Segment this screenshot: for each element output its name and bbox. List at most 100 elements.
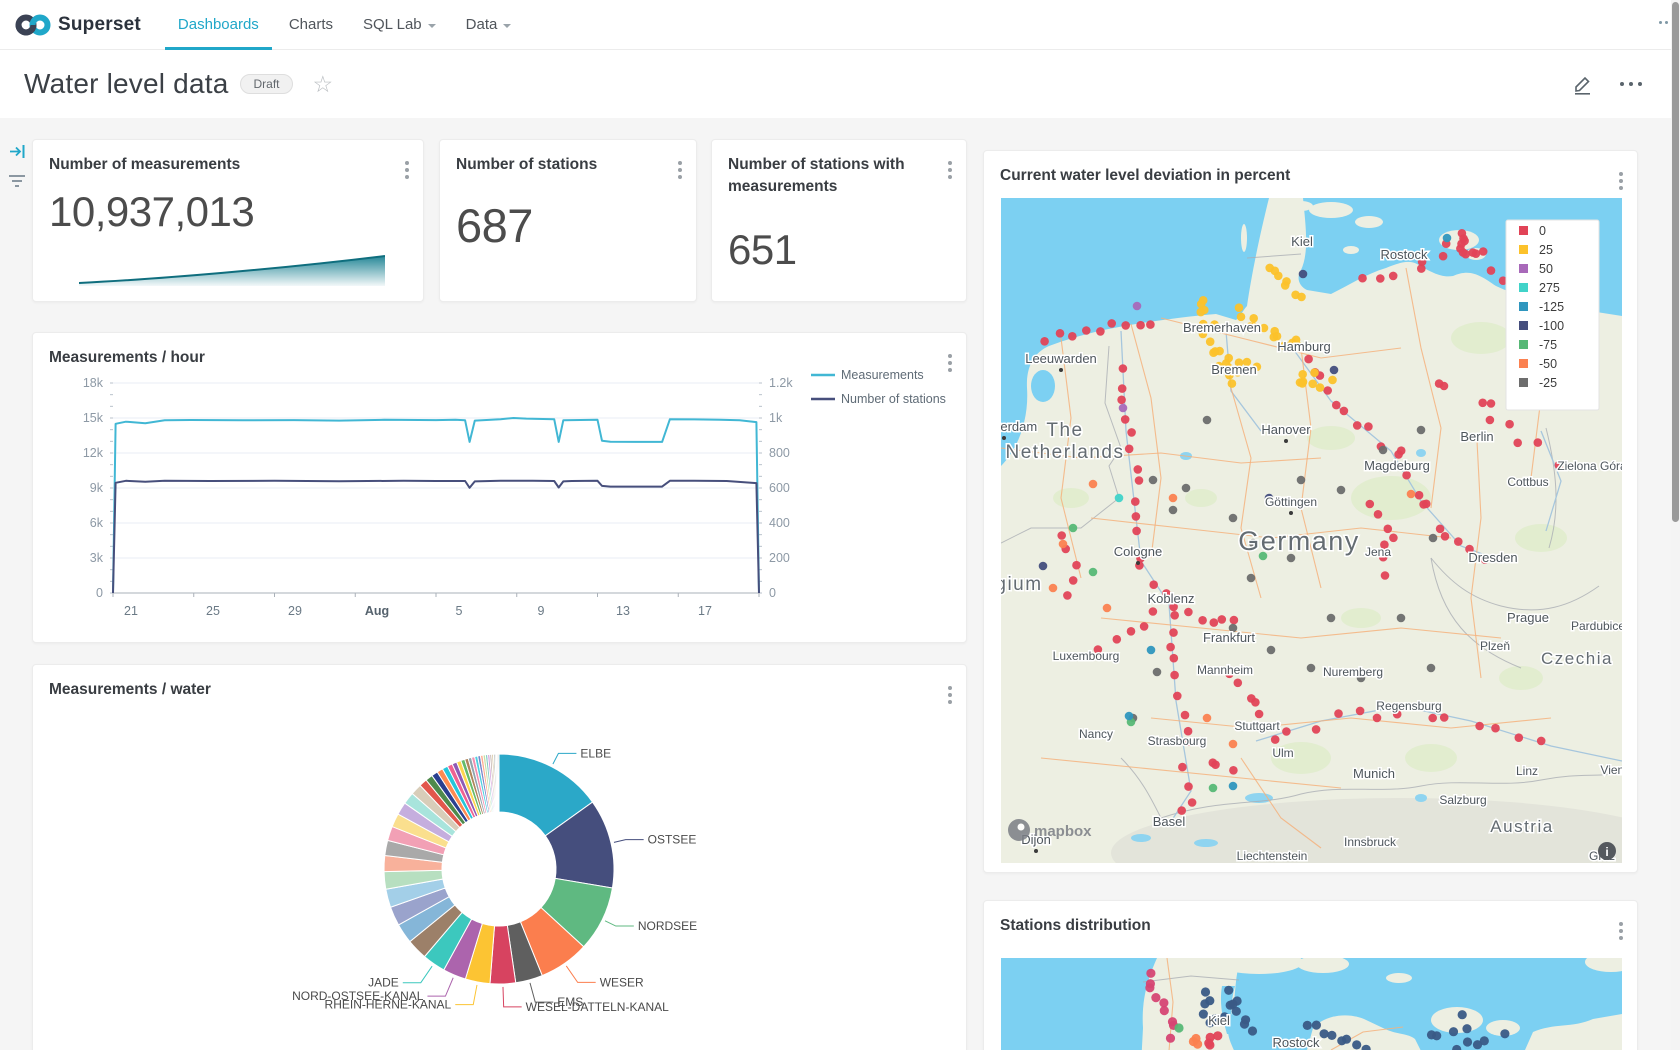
svg-text:Amsterdam: Amsterdam — [1001, 419, 1037, 434]
svg-text:Liechtenstein: Liechtenstein — [1237, 849, 1308, 863]
svg-text:17: 17 — [698, 604, 712, 618]
scrollbar-track[interactable] — [1671, 0, 1680, 1050]
svg-text:0: 0 — [1539, 224, 1546, 238]
svg-text:Kiel: Kiel — [1291, 234, 1313, 249]
svg-text:Koblenz: Koblenz — [1148, 591, 1195, 606]
svg-text:Göttingen: Göttingen — [1265, 495, 1317, 509]
scrollbar-thumb[interactable] — [1672, 2, 1679, 522]
svg-text:29: 29 — [288, 604, 302, 618]
filter-icon[interactable] — [8, 174, 26, 193]
nav-sql-lab[interactable]: SQL Lab — [348, 0, 451, 50]
card-title: Number of stations — [456, 156, 598, 173]
main-menu: Dashboards Charts SQL Lab Data — [163, 0, 526, 50]
svg-text:Austria: Austria — [1490, 817, 1553, 836]
water-level-map-card: Current water level deviation in percent… — [983, 150, 1638, 873]
svg-text:NORDSEE: NORDSEE — [638, 919, 697, 933]
card-menu-button[interactable] — [1617, 167, 1625, 195]
svg-text:Linz: Linz — [1516, 764, 1538, 778]
svg-text:13: 13 — [616, 604, 630, 618]
nav-dashboards[interactable]: Dashboards — [163, 0, 274, 50]
svg-text:WESER: WESER — [600, 975, 644, 989]
brand-name: Superset — [58, 13, 141, 35]
svg-text:Nuremberg: Nuremberg — [1323, 665, 1383, 679]
svg-text:800: 800 — [769, 446, 790, 460]
svg-text:Zielona Góra: Zielona Góra — [1557, 459, 1622, 473]
card-menu-button[interactable] — [946, 681, 954, 709]
nav-charts[interactable]: Charts — [288, 16, 333, 33]
svg-text:Frankfurt: Frankfurt — [1203, 630, 1255, 645]
map-legend: 0 25 50 275 -125 -100 -75 -50 -25 — [1505, 219, 1600, 411]
svg-text:Regensburg: Regensburg — [1376, 699, 1441, 713]
svg-text:Czechia: Czechia — [1541, 649, 1613, 668]
svg-text:0: 0 — [96, 586, 103, 600]
card-menu-button[interactable] — [946, 349, 954, 377]
dashboard-header: Water level data Draft ☆ — [0, 50, 1680, 118]
mapbox-attribution: mapbox — [1008, 819, 1092, 841]
svg-text:9: 9 — [538, 604, 545, 618]
nav-data[interactable]: Data — [451, 0, 527, 50]
svg-text:Nancy: Nancy — [1079, 727, 1113, 741]
kpi-value: 10,937,013 — [49, 188, 255, 235]
svg-text:Munich: Munich — [1353, 766, 1395, 781]
svg-text:-25: -25 — [1539, 376, 1557, 390]
svg-text:400: 400 — [769, 516, 790, 530]
svg-text:3k: 3k — [90, 551, 104, 565]
svg-text:Ulm: Ulm — [1272, 746, 1293, 760]
card-menu-button[interactable] — [946, 156, 954, 184]
svg-text:0: 0 — [769, 586, 776, 600]
card-menu-button[interactable] — [403, 156, 411, 184]
card-title: Stations distribution — [1000, 917, 1151, 934]
card-title: Measurements / hour — [49, 349, 205, 366]
dashboard-menu-button[interactable] — [1620, 82, 1642, 86]
chevron-down-icon — [503, 23, 512, 28]
svg-text:5: 5 — [456, 604, 463, 618]
svg-text:-100: -100 — [1539, 319, 1564, 333]
svg-text:Cottbus: Cottbus — [1507, 475, 1548, 489]
svg-text:1k: 1k — [769, 411, 783, 425]
edit-dashboard-button[interactable] — [1572, 73, 1594, 95]
map-viewport[interactable]: Kiel Rostock — [1001, 958, 1622, 1050]
kpi-sparkline — [79, 255, 385, 286]
svg-text:Magdeburg: Magdeburg — [1364, 458, 1430, 473]
expand-filter-bar-icon[interactable] — [9, 144, 26, 164]
superset-logo[interactable]: Superset — [14, 12, 141, 38]
svg-text:JADE: JADE — [368, 976, 399, 990]
favorite-star-icon[interactable]: ☆ — [312, 70, 334, 97]
svg-text:Germany: Germany — [1238, 526, 1360, 556]
svg-text:600: 600 — [769, 481, 790, 495]
stations-map: Kiel Rostock — [1001, 958, 1622, 1050]
svg-text:Berlin: Berlin — [1460, 429, 1493, 444]
svg-text:Plzeň: Plzeň — [1480, 639, 1510, 653]
card-menu-button[interactable] — [676, 156, 684, 184]
svg-text:i: i — [1605, 845, 1608, 859]
svg-text:Luxembourg: Luxembourg — [1053, 649, 1120, 663]
svg-text:50: 50 — [1539, 262, 1553, 276]
svg-text:275: 275 — [1539, 281, 1560, 295]
svg-text:Rostock: Rostock — [1381, 247, 1428, 262]
svg-text:Kiel: Kiel — [1208, 1013, 1230, 1028]
filter-rail — [4, 144, 30, 193]
svg-text:Measurements: Measurements — [841, 368, 924, 382]
svg-text:21: 21 — [124, 604, 138, 618]
svg-text:25: 25 — [1539, 243, 1553, 257]
svg-text:The: The — [1046, 420, 1083, 441]
svg-text:Leeuwarden: Leeuwarden — [1025, 351, 1097, 366]
svg-text:-125: -125 — [1539, 300, 1564, 314]
stations-distribution-card: Stations distribution Kiel Rostock — [983, 900, 1638, 1050]
svg-text:EMS: EMS — [557, 995, 583, 1009]
svg-text:Netherlands: Netherlands — [1006, 442, 1125, 463]
chevron-down-icon — [427, 23, 436, 28]
dashboard-grid: Number of measurements 10,937,013 Number… — [0, 118, 1680, 1050]
svg-text:6k: 6k — [90, 516, 104, 530]
svg-text:NORD-OSTSEE-KANAL: NORD-OSTSEE-KANAL — [292, 989, 424, 1003]
kpi-value: 687 — [456, 199, 533, 252]
card-menu-button[interactable] — [1617, 917, 1625, 945]
superset-logo-icon — [15, 14, 51, 35]
line-chart[interactable]: 18k 1.2k 15k 1k 12k 800 9k 600 6k 400 3k 200 0 0 21 25 2… — [33, 341, 968, 641]
donut-chart[interactable]: ELBE OSTSEE NORDSEE WESER EMSWESEL-DATTELN-K… — [33, 665, 968, 1050]
svg-text:Mannheim: Mannheim — [1197, 663, 1253, 677]
svg-text:Stuttgart: Stuttgart — [1234, 719, 1280, 733]
